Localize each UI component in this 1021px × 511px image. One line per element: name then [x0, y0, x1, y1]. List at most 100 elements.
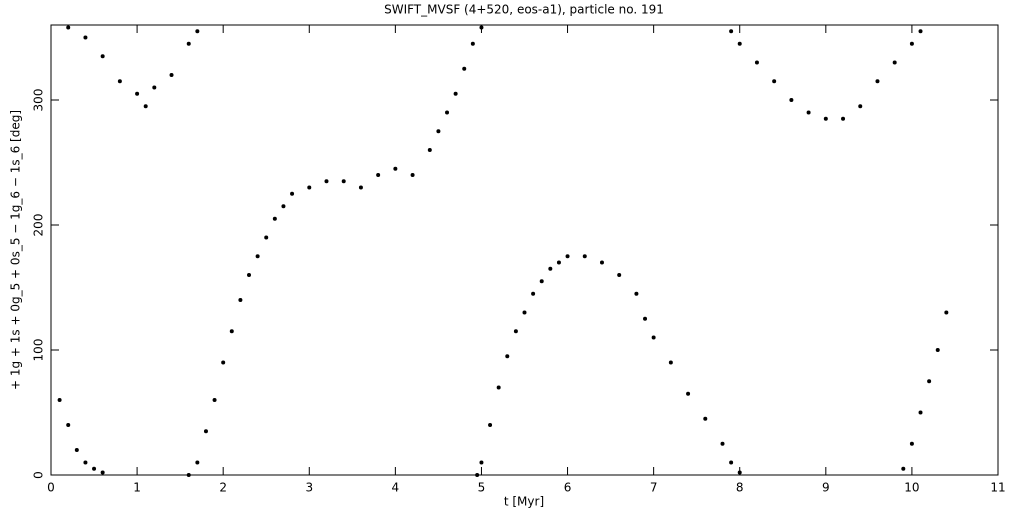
point: [186, 473, 191, 477]
point: [513, 329, 518, 334]
x-tick-label: 4: [392, 481, 400, 495]
point: [238, 298, 243, 302]
x-tick-label: 5: [478, 481, 486, 495]
point: [143, 104, 148, 109]
point: [918, 29, 923, 34]
point: [806, 110, 811, 115]
point: [548, 266, 553, 271]
point: [169, 73, 174, 77]
point: [651, 335, 656, 340]
point: [772, 79, 777, 84]
point: [152, 85, 157, 90]
point: [522, 310, 527, 315]
point: [703, 416, 708, 421]
x-tick-label: 0: [47, 481, 55, 495]
point: [479, 460, 484, 465]
point: [341, 179, 346, 184]
point: [324, 179, 329, 184]
x-tick-label: 9: [822, 481, 830, 495]
point: [841, 116, 846, 121]
point: [117, 79, 122, 84]
point: [358, 185, 363, 190]
point: [737, 470, 742, 475]
point: [66, 25, 71, 30]
x-tick-label: 1: [133, 481, 141, 495]
point: [875, 79, 880, 84]
point: [135, 91, 140, 96]
y-tick-label: 300: [32, 89, 46, 112]
point: [212, 398, 217, 402]
point: [83, 460, 88, 465]
point: [410, 173, 415, 177]
point: [470, 41, 475, 46]
y-tick-label: 0: [32, 471, 46, 479]
point: [901, 466, 906, 471]
point: [427, 148, 432, 152]
point: [737, 41, 742, 46]
chart-title: SWIFT_MVSF (4+520, eos-a1), particle no.…: [384, 3, 664, 17]
x-tick-label: 3: [305, 481, 313, 495]
point: [83, 35, 88, 40]
point: [247, 273, 252, 277]
point: [376, 173, 381, 177]
point: [229, 329, 234, 334]
point: [918, 410, 923, 415]
x-tick-label: 11: [990, 481, 1005, 495]
point: [462, 66, 467, 71]
x-axis-label: t [Myr]: [504, 495, 544, 509]
x-tick-label: 6: [564, 481, 572, 495]
point: [255, 254, 260, 259]
point: [720, 441, 725, 446]
point: [858, 104, 863, 109]
point: [565, 254, 570, 259]
point: [729, 460, 734, 465]
y-tick-label: 200: [32, 214, 46, 237]
point: [582, 254, 587, 259]
point: [909, 41, 914, 46]
point: [436, 129, 441, 134]
point: [488, 423, 493, 427]
point: [74, 448, 79, 452]
point: [599, 260, 604, 265]
point: [307, 185, 312, 190]
y-tick-label: 100: [32, 339, 46, 362]
x-tick-label: 2: [219, 481, 227, 495]
point: [475, 473, 480, 477]
point: [556, 260, 561, 265]
point: [186, 41, 191, 46]
point: [927, 379, 932, 384]
point: [66, 423, 71, 427]
point: [754, 60, 759, 65]
x-tick-label: 7: [650, 481, 658, 495]
point: [453, 91, 458, 96]
plot-frame: [50, 24, 999, 476]
point: [823, 116, 828, 121]
point: [100, 54, 105, 59]
point: [195, 29, 200, 34]
point: [909, 441, 914, 446]
point: [643, 316, 648, 321]
point: [272, 216, 277, 221]
point: [634, 291, 639, 296]
point: [617, 273, 622, 277]
point: [944, 310, 949, 315]
point: [264, 235, 269, 240]
point: [445, 110, 450, 115]
x-tick-label: 8: [736, 481, 744, 495]
y-axis-label: + 1g + 1s + 0g_5 + 0s_5 − 1g_6 − 1s_6 [d…: [9, 110, 23, 390]
point: [789, 98, 794, 102]
point: [281, 204, 286, 209]
point: [221, 360, 226, 365]
point: [668, 360, 673, 365]
point: [539, 279, 544, 284]
point: [100, 470, 105, 475]
point: [57, 398, 62, 402]
point: [531, 291, 536, 296]
point: [393, 166, 398, 171]
point: [892, 60, 897, 65]
x-tick-label: 10: [904, 481, 919, 495]
point: [496, 385, 501, 390]
point: [203, 429, 208, 434]
point: [290, 191, 295, 196]
